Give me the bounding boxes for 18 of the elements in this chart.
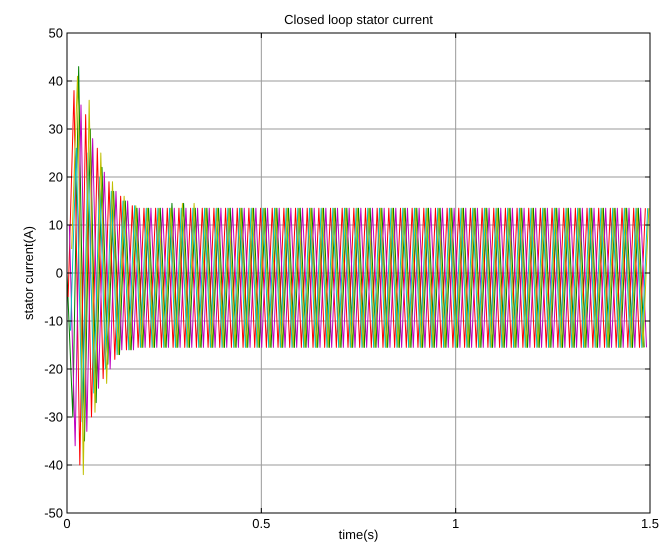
chart-title: Closed loop stator current [284,12,434,27]
y-tick-label: 0 [56,266,63,280]
y-tick-label: 20 [48,170,63,184]
y-tick-label: 40 [48,74,63,88]
line-series [70,148,648,422]
y-tick-label: -50 [44,506,63,520]
x-tick-label: 0.5 [252,516,270,531]
y-tick-label: 10 [48,218,63,232]
y-axis-title: stator current(A) [21,226,36,320]
y-tick-label: 50 [48,26,63,40]
y-tick-label: -40 [44,458,63,472]
x-tick-label: 1.5 [640,516,660,531]
y-tick-label: -10 [44,314,63,328]
x-axis-title: time(s) [338,527,378,542]
y-tick-label: -20 [44,362,63,376]
x-tick-label: 1 [452,516,460,531]
y-tick-label: -30 [44,410,63,424]
y-tick-label: 30 [48,122,63,136]
